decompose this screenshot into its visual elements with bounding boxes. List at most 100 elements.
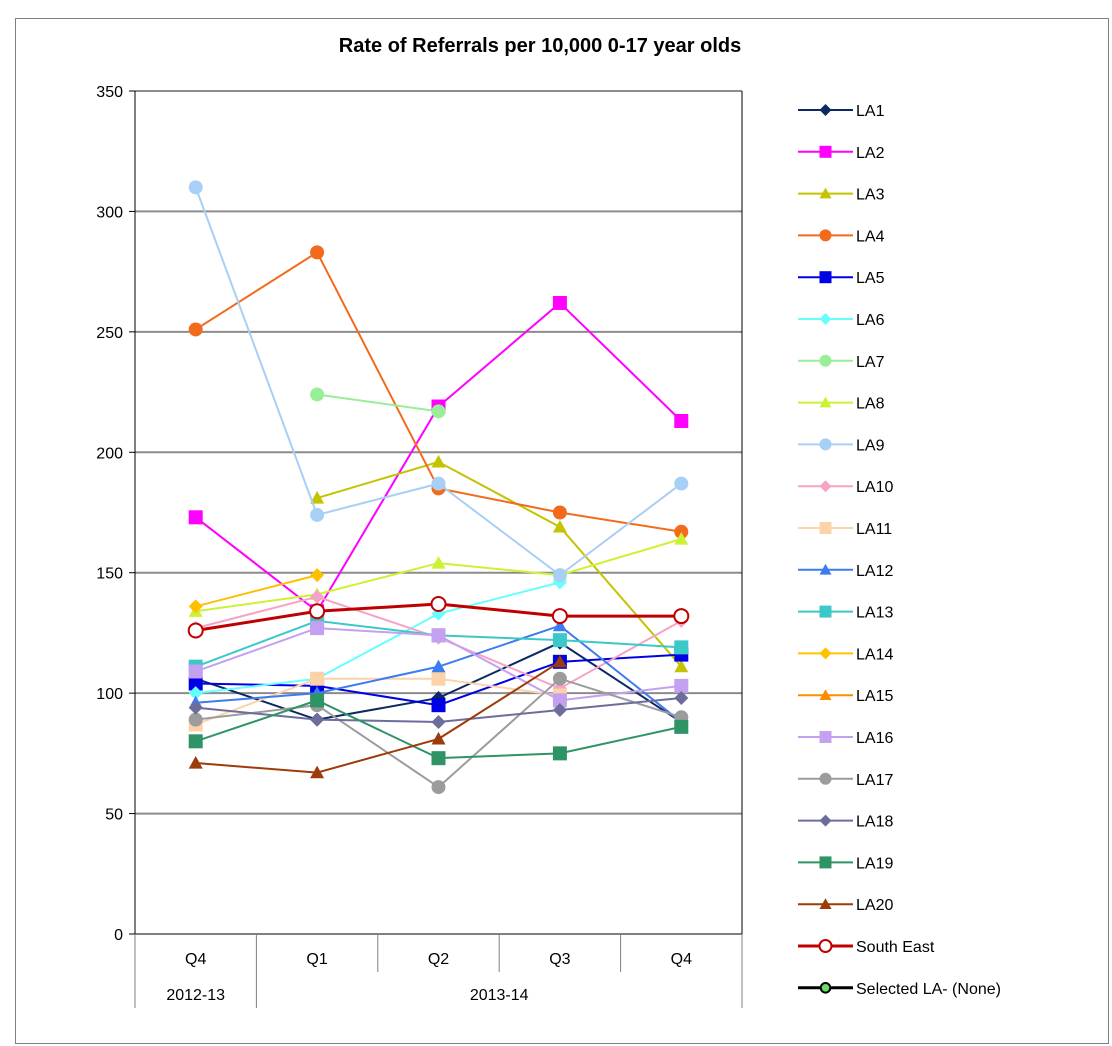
- point-marker: [674, 690, 689, 705]
- point-marker: [819, 229, 832, 242]
- series-la14: [188, 568, 325, 614]
- point-marker: [552, 505, 567, 520]
- y-tick-label: 350: [96, 84, 123, 101]
- point-marker: [431, 698, 446, 713]
- point-marker: [674, 719, 689, 734]
- point-marker: [552, 295, 567, 310]
- legend-item: LA18: [798, 814, 893, 831]
- legend-item: LA16: [798, 730, 893, 747]
- point-marker: [819, 480, 832, 493]
- point-marker: [674, 659, 689, 673]
- point-marker: [818, 939, 833, 953]
- legend-item: LA3: [798, 187, 885, 204]
- legend-label: LA9: [856, 437, 885, 454]
- legend-label: LA13: [856, 605, 893, 622]
- legend-label: LA8: [856, 396, 885, 413]
- point-marker: [431, 751, 446, 766]
- legend-label: LA12: [856, 563, 893, 580]
- series-layer: [187, 180, 690, 795]
- point-marker: [819, 396, 832, 408]
- point-marker: [819, 814, 832, 827]
- point-marker: [310, 387, 325, 402]
- legend-item: LA4: [798, 228, 885, 245]
- legend-label: LA14: [856, 646, 893, 663]
- legend-item: LA10: [798, 479, 893, 496]
- point-marker: [819, 438, 832, 451]
- point-marker: [310, 589, 325, 604]
- point-marker: [431, 659, 446, 673]
- legend-item: LA7: [798, 354, 885, 371]
- point-marker: [552, 633, 567, 648]
- legend-label: LA7: [856, 354, 885, 371]
- point-marker: [310, 671, 325, 686]
- legend-item: Selected LA- (None): [798, 981, 1001, 998]
- legend-label: LA20: [856, 897, 893, 914]
- point-marker: [309, 603, 326, 620]
- y-tick-label: 300: [96, 204, 123, 221]
- point-marker: [552, 654, 567, 668]
- point-marker: [188, 686, 203, 701]
- point-marker: [431, 454, 446, 468]
- point-marker: [310, 507, 325, 522]
- series-la3: [310, 454, 689, 673]
- legend-label: LA16: [856, 730, 893, 747]
- series-line: [195, 581, 561, 695]
- point-marker: [431, 671, 446, 686]
- point-marker: [674, 413, 689, 428]
- point-marker: [431, 731, 446, 745]
- y-tick-label: 250: [96, 325, 123, 342]
- legend-item: LA2: [798, 145, 885, 162]
- point-marker: [431, 556, 446, 569]
- point-marker: [819, 772, 832, 785]
- legend-label: LA11: [856, 521, 892, 538]
- series-line: [195, 660, 561, 774]
- point-marker: [674, 640, 689, 655]
- point-marker: [188, 700, 203, 715]
- point-marker: [819, 522, 832, 534]
- x-tick-label: Q4: [671, 951, 692, 968]
- series-la4: [188, 245, 689, 539]
- point-marker: [552, 618, 567, 632]
- series-south-east: [187, 596, 690, 639]
- point-marker: [188, 676, 203, 691]
- series-la18: [188, 690, 689, 730]
- legend-item: LA8: [798, 396, 885, 413]
- series-la7: [310, 387, 446, 419]
- y-tick-label: 200: [96, 445, 123, 462]
- point-marker: [430, 596, 447, 613]
- legend-label: Selected LA- (None): [856, 981, 1001, 998]
- legend-label: LA18: [856, 814, 893, 831]
- legend-item: LA11: [798, 521, 892, 538]
- point-marker: [674, 531, 689, 545]
- legend-item: LA17: [798, 772, 893, 789]
- point-marker: [819, 647, 832, 660]
- legend-item: LA14: [798, 646, 893, 663]
- y-tick-label: 50: [105, 807, 123, 824]
- y-tick-label: 150: [96, 566, 123, 583]
- point-marker: [188, 664, 203, 679]
- legend-item: LA19: [798, 855, 893, 872]
- legend-item: LA12: [798, 563, 893, 580]
- point-marker: [674, 524, 689, 539]
- legend-label: LA6: [856, 312, 885, 329]
- point-marker: [187, 622, 204, 639]
- point-marker: [431, 780, 446, 795]
- point-marker: [673, 608, 690, 625]
- point-marker: [552, 568, 567, 583]
- legend-label: LA10: [856, 479, 893, 496]
- series-la9: [188, 180, 689, 583]
- series-line: [194, 186, 682, 577]
- point-marker: [188, 322, 203, 337]
- point-marker: [310, 245, 325, 260]
- legend-item: LA13: [798, 605, 893, 622]
- x-tick-label: Q4: [185, 951, 206, 968]
- y-tick-label: 100: [96, 686, 123, 703]
- point-marker: [551, 608, 568, 625]
- point-marker: [819, 605, 832, 618]
- series-line: [316, 460, 683, 668]
- point-marker: [188, 599, 203, 614]
- legend-item: South East: [798, 939, 935, 956]
- series-la17: [188, 671, 689, 795]
- point-marker: [552, 746, 567, 761]
- point-marker: [819, 104, 832, 116]
